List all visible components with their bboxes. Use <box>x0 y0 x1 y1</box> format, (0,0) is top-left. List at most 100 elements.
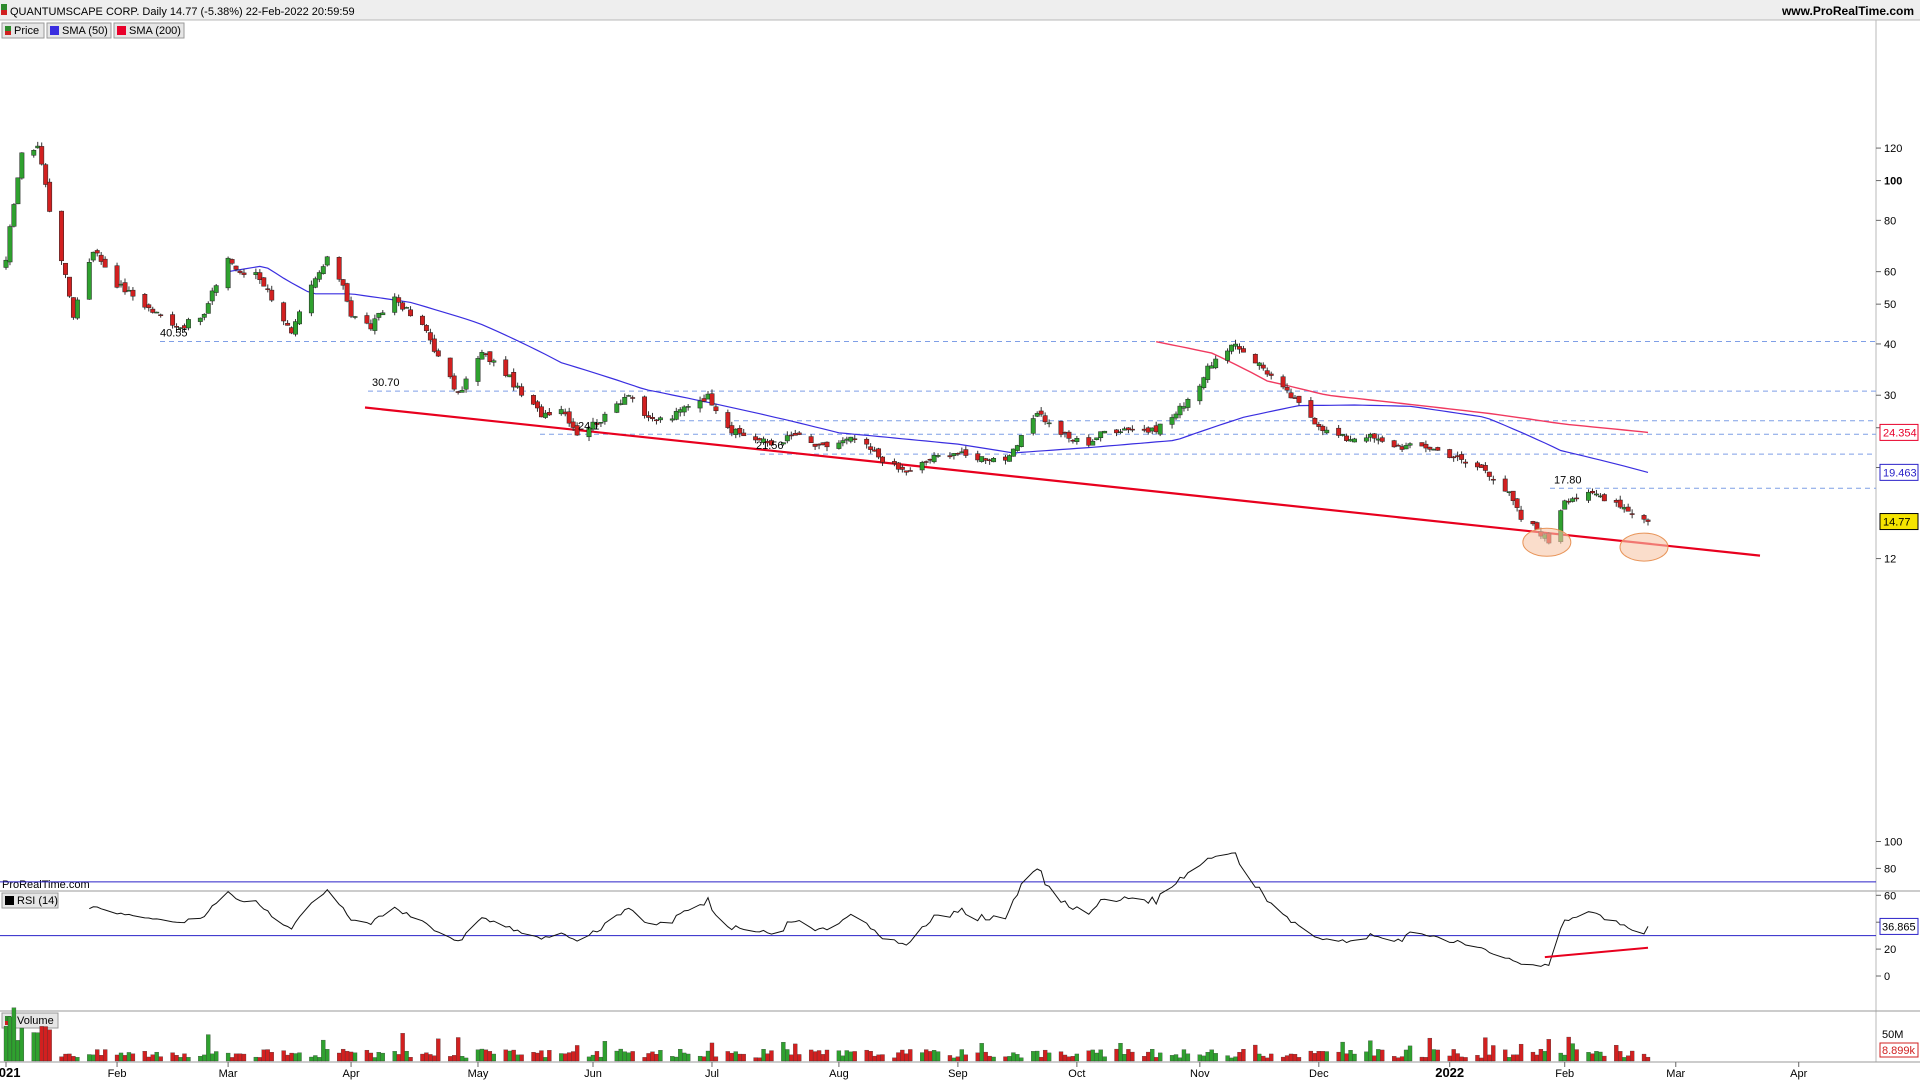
candle[interactable] <box>1074 436 1080 445</box>
legend-item-sma50[interactable]: SMA (50) <box>46 22 112 39</box>
candle[interactable] <box>907 467 913 472</box>
candle[interactable] <box>408 306 414 317</box>
candle[interactable] <box>1641 514 1647 524</box>
candle[interactable] <box>459 386 465 393</box>
candle[interactable] <box>1459 451 1465 464</box>
candle[interactable] <box>1010 448 1016 457</box>
candle[interactable] <box>427 328 433 345</box>
candle[interactable] <box>983 457 989 464</box>
candle[interactable] <box>174 323 179 330</box>
candle[interactable] <box>1268 371 1274 380</box>
candle[interactable] <box>808 434 814 443</box>
candle[interactable] <box>590 417 596 431</box>
candle[interactable] <box>1058 420 1064 438</box>
candle[interactable] <box>1038 407 1044 417</box>
candle[interactable] <box>891 458 897 467</box>
candle[interactable] <box>1173 411 1179 420</box>
candle[interactable] <box>1114 429 1119 437</box>
candle[interactable] <box>1391 439 1397 448</box>
candle[interactable] <box>598 421 604 428</box>
candle[interactable] <box>340 279 346 290</box>
candle[interactable] <box>1352 437 1357 443</box>
candle[interactable] <box>602 411 608 425</box>
candle[interactable] <box>201 313 207 321</box>
candle[interactable] <box>681 405 687 417</box>
candle[interactable] <box>380 310 386 316</box>
candle[interactable] <box>542 409 548 419</box>
candle[interactable] <box>1447 448 1453 459</box>
candle[interactable] <box>1320 424 1326 436</box>
candle[interactable] <box>880 456 885 466</box>
candle[interactable] <box>876 447 882 460</box>
candle[interactable] <box>1403 442 1409 450</box>
candle[interactable] <box>185 317 191 331</box>
candle[interactable] <box>630 395 636 403</box>
candle[interactable] <box>130 287 136 301</box>
candle[interactable] <box>1006 454 1012 462</box>
candle[interactable] <box>1213 355 1219 370</box>
candle[interactable] <box>1094 437 1100 441</box>
candle[interactable] <box>570 418 576 431</box>
candle[interactable] <box>1157 423 1163 437</box>
candle[interactable] <box>796 431 802 436</box>
candle[interactable] <box>19 152 25 180</box>
candle[interactable] <box>285 320 291 326</box>
candle[interactable] <box>531 394 536 406</box>
candle[interactable] <box>586 425 592 442</box>
candle[interactable] <box>435 348 441 357</box>
candle[interactable] <box>1237 343 1242 354</box>
candle[interactable] <box>1371 433 1377 443</box>
candle[interactable] <box>1240 345 1246 353</box>
candle[interactable] <box>1042 412 1048 425</box>
candle[interactable] <box>947 452 953 459</box>
candle[interactable] <box>1030 414 1036 436</box>
candle[interactable] <box>1586 489 1591 503</box>
candle[interactable] <box>1102 430 1108 434</box>
candle[interactable] <box>233 265 239 272</box>
candle[interactable] <box>1570 496 1576 503</box>
candle[interactable] <box>344 282 350 303</box>
candle[interactable] <box>265 284 271 293</box>
candle[interactable] <box>1205 363 1211 383</box>
candle[interactable] <box>98 251 104 265</box>
candle[interactable] <box>519 383 525 398</box>
candle[interactable] <box>229 258 235 266</box>
candle[interactable] <box>1201 376 1207 390</box>
candle[interactable] <box>336 256 342 282</box>
candle[interactable] <box>1590 488 1595 495</box>
candle[interactable] <box>479 349 485 360</box>
candle[interactable] <box>364 312 370 325</box>
candle[interactable] <box>1229 344 1235 355</box>
candle[interactable] <box>1296 395 1302 406</box>
candle[interactable] <box>923 460 929 466</box>
candle[interactable] <box>1098 431 1104 442</box>
candle[interactable] <box>1486 471 1492 481</box>
candle[interactable] <box>1510 490 1516 506</box>
candle[interactable] <box>868 443 874 454</box>
candle[interactable] <box>1514 497 1520 512</box>
candle[interactable] <box>431 334 437 354</box>
candle[interactable] <box>626 394 632 397</box>
candle[interactable] <box>1090 439 1096 446</box>
candle[interactable] <box>697 396 703 413</box>
candle[interactable] <box>1601 493 1607 502</box>
candle[interactable] <box>1502 475 1508 492</box>
candle[interactable] <box>574 422 580 436</box>
candle[interactable] <box>657 416 663 423</box>
candle[interactable] <box>1233 339 1238 350</box>
candle[interactable] <box>1435 446 1441 451</box>
legend-item-price[interactable]: Price <box>1 22 45 39</box>
sma50-line[interactable] <box>228 265 1649 473</box>
candle[interactable] <box>43 163 49 188</box>
candle[interactable] <box>67 276 72 298</box>
candle[interactable] <box>451 373 457 392</box>
candle[interactable] <box>154 311 160 314</box>
candle[interactable] <box>1225 348 1231 364</box>
candle[interactable] <box>1312 417 1318 425</box>
candle[interactable] <box>94 248 100 257</box>
candle[interactable] <box>146 303 152 312</box>
candle[interactable] <box>1284 383 1290 394</box>
candle[interactable] <box>404 306 410 309</box>
candle[interactable] <box>475 355 481 386</box>
candle[interactable] <box>1336 425 1342 438</box>
